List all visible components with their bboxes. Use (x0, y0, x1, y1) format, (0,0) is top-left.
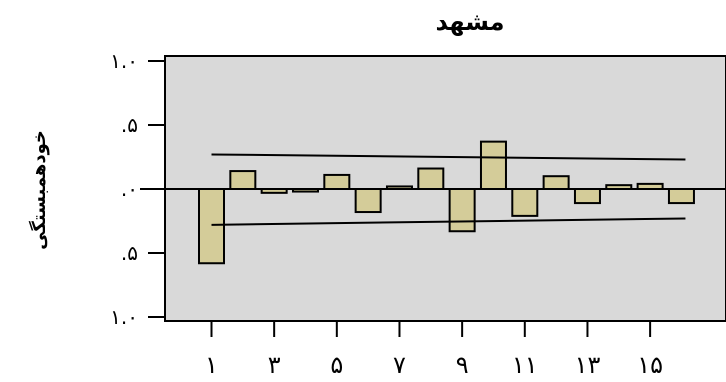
acf-bar-lag-13 (573, 188, 601, 205)
acf-bar-lag-12 (542, 175, 570, 190)
acf-bar-lag-8 (417, 167, 445, 191)
upper-confidence-limit-line (211, 153, 686, 161)
chart-title: مشهد (436, 8, 505, 36)
acf-bar-lag-6 (354, 188, 382, 214)
y-tick-label: .۰ (121, 177, 138, 201)
acf-bar-lag-2 (229, 170, 257, 191)
x-tick-label: ۵ (330, 351, 343, 379)
acf-bar-lag-1 (198, 188, 225, 265)
x-tick-label: ۷ (393, 351, 406, 379)
acf-bar-lag-16 (667, 188, 695, 205)
y-tick-label: ۱.۰ (110, 305, 138, 329)
acf-bar-lag-11 (511, 188, 539, 217)
x-tick-label: ۱۳ (575, 351, 601, 379)
lower-confidence-limit-line (211, 217, 686, 226)
x-tick-label: ۹ (456, 351, 469, 379)
x-tick-label: ۱ (205, 351, 218, 379)
acf-bar-lag-5 (323, 173, 351, 190)
y-tick-label: .۵ (121, 113, 138, 137)
y-tick-label: ۱.۰ (110, 49, 138, 73)
x-tick-label: ۱۱ (512, 351, 538, 379)
acf-bar-lag-10 (479, 140, 507, 190)
y-tick-label: .۵ (121, 241, 138, 265)
x-tick-label: ۱۵ (637, 351, 663, 379)
y-axis-label: خودهمبستگی (28, 130, 50, 250)
acf-bar-lag-9 (448, 188, 476, 233)
x-tick-label: ۳ (268, 351, 281, 379)
